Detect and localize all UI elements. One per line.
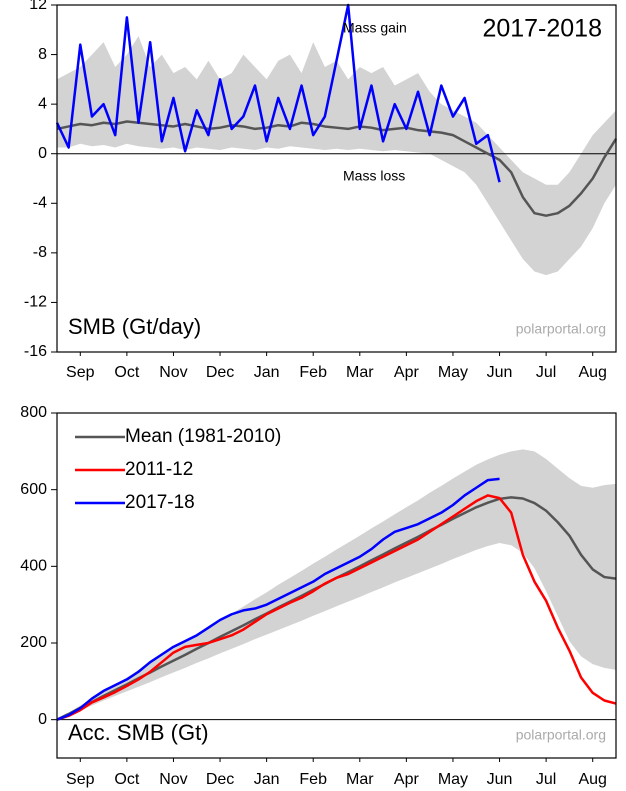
plot-frame — [56, 412, 617, 759]
y-tick-label: 12 — [29, 0, 47, 13]
y-tick-label: 8 — [38, 46, 47, 63]
x-tick-label: Mar — [346, 364, 374, 381]
series-line — [56, 120, 618, 217]
annotation: Mass gain — [343, 20, 407, 36]
panel-label: Acc. SMB (Gt) — [68, 720, 209, 745]
plot-frame — [56, 4, 617, 353]
x-tick-label: Nov — [159, 771, 187, 788]
x-tick-label: Oct — [114, 364, 139, 381]
y-tick-label: -16 — [24, 343, 47, 360]
panel-label: SMB (Gt/day) — [68, 314, 201, 339]
series-line — [56, 477, 500, 721]
x-tick-label: Jun — [487, 771, 513, 788]
y-tick-label: 0 — [38, 711, 47, 728]
legend-label: 2017-18 — [125, 492, 195, 513]
x-tick-label: Dec — [206, 771, 234, 788]
y-tick-label: 600 — [20, 481, 47, 498]
y-tick-label: -12 — [24, 294, 47, 311]
x-tick-label: Dec — [206, 364, 234, 381]
y-tick-label: 0 — [38, 145, 47, 162]
x-tick-label: Jul — [536, 771, 556, 788]
y-tick-label: -4 — [33, 195, 47, 212]
legend-label: 2011-12 — [125, 459, 193, 480]
annotation: Mass loss — [343, 168, 405, 184]
y-tick-label: 400 — [20, 558, 47, 575]
y-tick-label: -8 — [33, 244, 47, 261]
x-tick-label: May — [438, 364, 468, 381]
x-tick-label: Oct — [114, 771, 139, 788]
y-tick-label: 800 — [20, 404, 47, 421]
y-tick-label: 4 — [38, 95, 47, 112]
x-tick-label: Mar — [346, 771, 374, 788]
x-tick-label: Apr — [394, 771, 420, 788]
x-tick-label: Nov — [159, 364, 187, 381]
source-label: polarportal.org — [516, 321, 606, 337]
x-tick-label: Jan — [254, 771, 280, 788]
series-line — [55, 3, 501, 183]
x-tick-label: Aug — [578, 364, 606, 381]
x-tick-label: Feb — [299, 364, 327, 381]
series-line — [56, 494, 617, 721]
y-tick-label: 200 — [20, 634, 47, 651]
chart-title: 2017-2018 — [482, 15, 602, 43]
x-tick-label: Apr — [394, 364, 420, 381]
range-band — [57, 449, 616, 720]
x-tick-label: May — [438, 771, 468, 788]
x-tick-label: Jun — [487, 364, 513, 381]
x-tick-label: Jan — [254, 364, 280, 381]
x-tick-label: Sep — [66, 771, 95, 788]
range-band — [57, 35, 616, 276]
x-tick-label: Feb — [299, 771, 327, 788]
legend-label: Mean (1981-2010) — [125, 426, 281, 447]
x-tick-label: Aug — [578, 771, 606, 788]
source-label: polarportal.org — [516, 727, 606, 743]
x-tick-label: Sep — [66, 364, 95, 381]
x-tick-label: Jul — [536, 364, 556, 381]
